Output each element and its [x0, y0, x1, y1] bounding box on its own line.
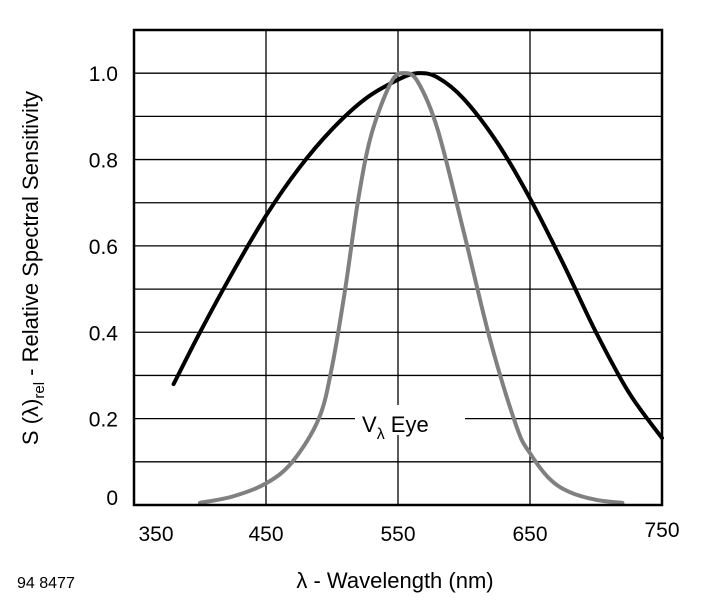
figure-code: 94 8477 [17, 575, 75, 592]
v-lambda-eye-label: Vλ Eye [362, 412, 429, 443]
y-tick-label: 0.8 [89, 150, 118, 173]
series-group [171, 71, 664, 505]
x-tick-label: 550 [380, 523, 415, 546]
y-tick-label: 0 [106, 487, 118, 510]
annotation-background [355, 405, 465, 435]
x-tick-label: 450 [248, 523, 283, 546]
y-axis-label: S (λ)rel - Relative Spectral Sensitivity [18, 91, 48, 445]
x-tick-label: 750 [644, 519, 679, 542]
x-tick-labels: 350 450 550 650 750 [138, 519, 679, 546]
y-tick-label: 0.4 [89, 322, 119, 345]
v-lambda-eye-curve [198, 71, 625, 505]
x-axis-label: λ - Wavelength (nm) [296, 568, 493, 593]
y-tick-label: 0.2 [89, 409, 118, 432]
plot-frame [132, 28, 664, 507]
x-tick-label: 650 [512, 523, 547, 546]
grid [134, 30, 662, 505]
y-tick-labels: 0 0.2 0.4 0.6 0.8 1.0 [89, 63, 119, 510]
detector-sensitivity-curve [171, 71, 664, 441]
x-tick-label: 350 [138, 523, 173, 546]
y-tick-label: 1.0 [89, 63, 118, 86]
y-tick-label: 0.6 [89, 236, 118, 259]
